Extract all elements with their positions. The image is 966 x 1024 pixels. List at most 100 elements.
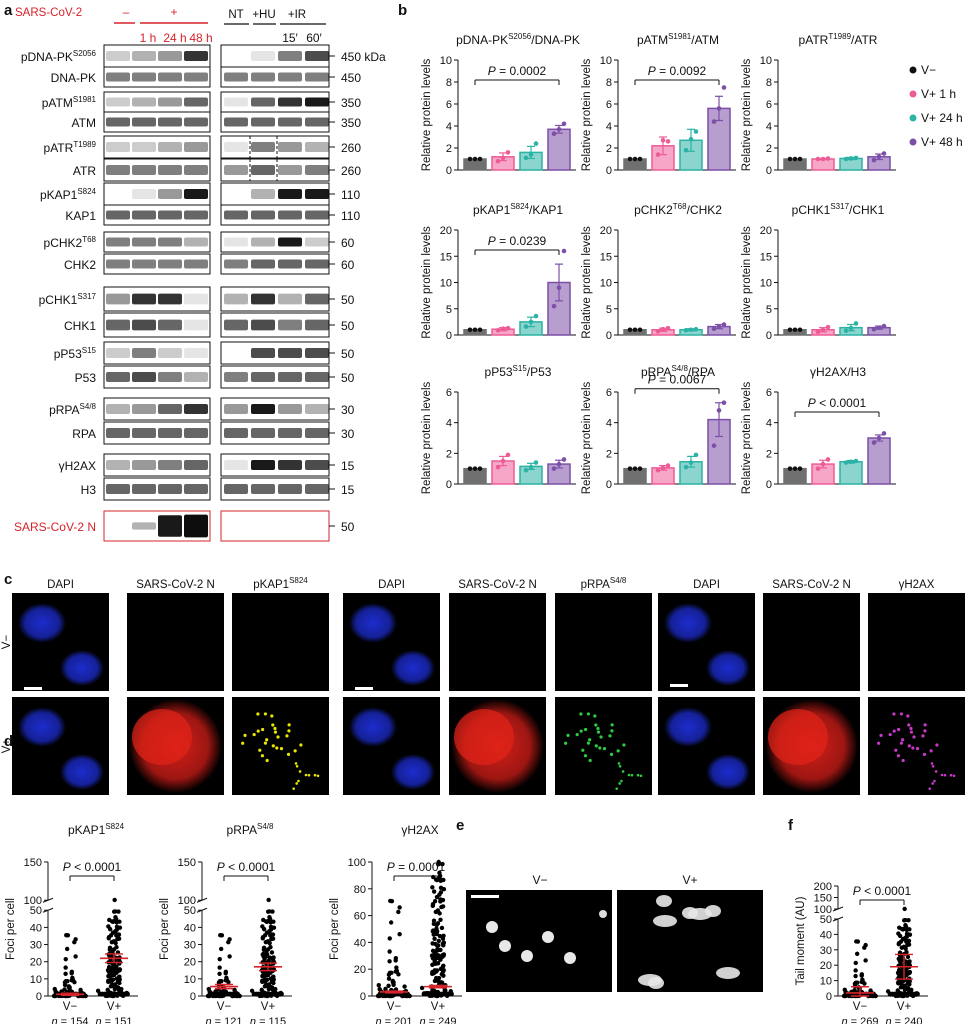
- y-tick-label: 60: [354, 911, 366, 923]
- blot-band: [278, 210, 302, 220]
- focus: [896, 754, 901, 758]
- axis-break: [832, 916, 844, 922]
- cell-dot: [263, 973, 268, 978]
- cell-dot: [261, 954, 266, 959]
- focus: [897, 727, 901, 732]
- data-point: [787, 327, 793, 333]
- cell-dot: [433, 909, 439, 915]
- cell-dot: [433, 961, 438, 967]
- y-axis-label: Relative protein levels: [741, 59, 753, 172]
- cell-dot: [899, 926, 905, 932]
- cell-dot: [433, 877, 439, 882]
- axis-break: [196, 897, 208, 903]
- mw-label: 350: [341, 116, 361, 130]
- data-point: [711, 326, 717, 332]
- blot-band: [305, 319, 329, 331]
- data-point: [683, 327, 689, 333]
- y-tick-label: 2: [766, 448, 772, 460]
- data-point: [655, 467, 661, 473]
- blot-band: [251, 372, 275, 382]
- scale-bar: [24, 687, 42, 690]
- cell-dot: [855, 939, 861, 944]
- blot-band: [184, 51, 208, 61]
- focus: [588, 738, 592, 742]
- p-value: P = 0.0067: [648, 373, 707, 387]
- data-point: [665, 139, 671, 144]
- cell-dot: [109, 939, 115, 945]
- blot-band: [251, 259, 275, 269]
- chart-title: pATRT1989/ATR: [799, 32, 878, 47]
- y-tick-label: 10: [600, 278, 612, 290]
- cell-dot: [269, 950, 275, 955]
- scale-bar: [471, 895, 499, 898]
- y-tick-label: 6: [766, 387, 772, 399]
- cell-dot: [387, 936, 392, 941]
- blot-band: [132, 51, 156, 61]
- blot-band: [251, 210, 275, 220]
- condition-label: SARS-CoV-2: [15, 7, 82, 19]
- blot-band: [251, 319, 275, 331]
- blot-band: [158, 404, 182, 414]
- focus: [285, 734, 289, 738]
- focus: [275, 746, 279, 750]
- focus: [934, 770, 938, 773]
- cell-dot: [391, 980, 396, 985]
- cell-dot: [270, 957, 276, 962]
- chart-title: pDNA-PKS2056/DNA-PK: [456, 32, 580, 47]
- cell-dot: [902, 906, 907, 912]
- n-label: n = 201: [375, 1016, 412, 1024]
- channel-label: pRPAS4/8: [581, 576, 627, 591]
- data-point: [561, 248, 567, 254]
- blot-band: [224, 237, 248, 247]
- data-point: [853, 321, 859, 326]
- cell-dot: [440, 936, 446, 941]
- data-point: [523, 467, 529, 473]
- blot-band: [158, 428, 182, 438]
- legend-marker: [909, 138, 917, 146]
- y-tick-label: 50: [184, 905, 196, 917]
- cell-dot: [906, 960, 912, 966]
- data-point: [505, 150, 511, 155]
- blot-band: [158, 237, 182, 247]
- plus-label: +: [170, 5, 177, 19]
- data-point: [797, 156, 803, 162]
- micrograph: [763, 593, 860, 691]
- cell-dot: [377, 987, 382, 992]
- comet-head: [486, 921, 498, 933]
- focus: [952, 774, 956, 778]
- focus: [627, 773, 631, 777]
- nucleus: [706, 754, 750, 790]
- data-point: [500, 458, 506, 464]
- legend-item: V+ 1 h: [921, 87, 956, 101]
- cell-dot: [113, 918, 119, 924]
- cell-dot: [113, 909, 118, 914]
- legend-item: V+ 48 h: [921, 135, 963, 149]
- y-tick-label: 150: [24, 857, 42, 869]
- nucleus: [18, 707, 66, 747]
- axis-break: [42, 907, 54, 913]
- n-label: n = 154: [51, 1016, 88, 1024]
- blot-band: [158, 210, 182, 220]
- cell-dot: [389, 898, 395, 904]
- chart-title: γH2AX/H3: [810, 365, 866, 379]
- n-label: n = 115: [250, 1016, 286, 1024]
- channel-label: SARS-CoV-2 N: [458, 579, 537, 591]
- focus: [279, 747, 284, 751]
- comet-tail: [653, 915, 677, 927]
- blot-band: [305, 189, 329, 199]
- panel-label-b: b: [398, 2, 407, 19]
- focus: [901, 758, 905, 763]
- blot-band: [184, 237, 208, 247]
- focus: [610, 723, 614, 727]
- focus: [286, 752, 291, 757]
- cell-dot: [388, 920, 394, 925]
- data-point: [533, 313, 539, 319]
- focus: [294, 762, 298, 765]
- data-point: [693, 326, 699, 332]
- cell-dot: [279, 991, 284, 997]
- y-axis-label: Foci per cell: [5, 898, 17, 960]
- blot-box: [103, 66, 211, 88]
- y-tick-label: 100: [24, 895, 42, 907]
- cell-dot: [273, 986, 278, 992]
- focus: [588, 758, 592, 763]
